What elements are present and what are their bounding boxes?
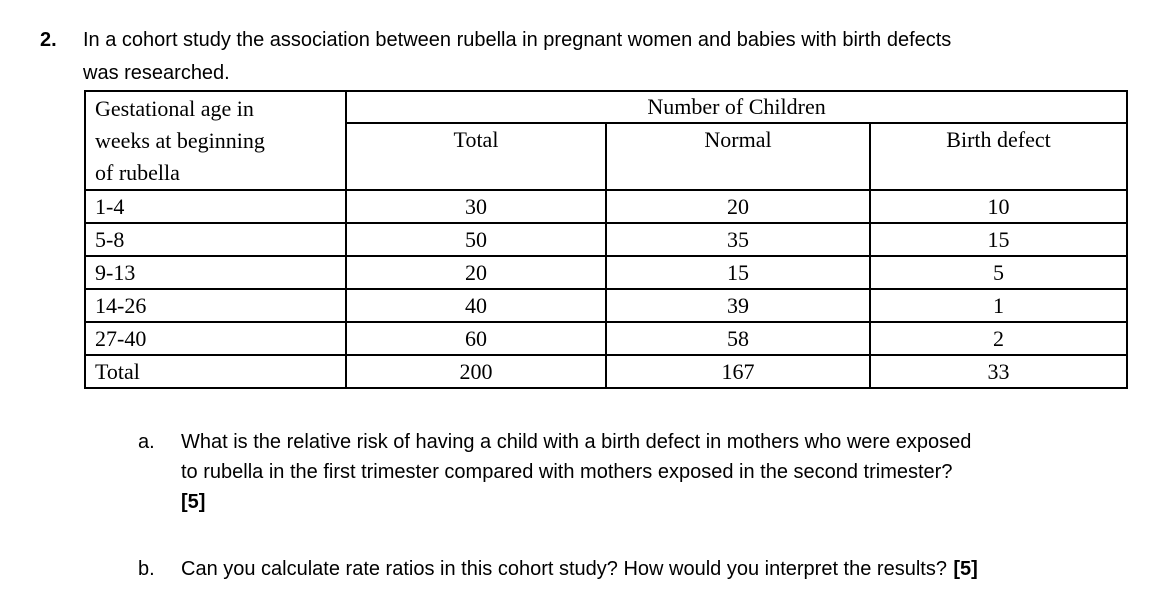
header-gestational-age-line-3: of rubella [95,160,180,185]
birth-defect-cell: 1 [868,288,1129,323]
cohort-study-table: Gestational age in weeks at beginning of… [84,89,1129,389]
sub-question-b-line-1: Can you calculate rate ratios in this co… [181,554,978,584]
table-row-total: Total 200 167 33 [84,354,1129,389]
sub-question-b-text: Can you calculate rate ratios in this co… [181,554,978,584]
age-cell: 1-4 [84,189,347,224]
sub-question-b-marks: [5] [953,558,978,580]
birth-defect-cell: 10 [868,189,1129,224]
sub-question-b-question: Can you calculate rate ratios in this co… [181,558,947,580]
total-cell: 40 [345,288,607,323]
normal-cell: 58 [605,321,871,356]
total-cell: 60 [345,321,607,356]
normal-cell: 167 [605,354,871,389]
sub-question-a-text: What is the relative risk of having a ch… [181,427,971,517]
header-normal: Normal [605,122,871,191]
sub-question-a: a. What is the relative risk of having a… [138,427,1164,517]
normal-cell: 39 [605,288,871,323]
sub-question-b-marker: b. [138,558,155,580]
table-row: 5-8 50 35 15 [84,222,1129,257]
birth-defect-cell: 15 [868,222,1129,257]
header-number-of-children: Number of Children [344,89,1129,125]
table-header-row-columns: Total Normal Birth defect [85,122,1129,191]
total-cell: 50 [345,222,607,257]
sub-question-a-line-2: to rubella in the first trimester compar… [181,461,953,483]
header-gestational-age-line-2: weeks at beginning [95,128,265,153]
total-cell: 30 [345,189,607,224]
age-cell: 14-26 [84,288,347,323]
question-text-line-1: In a cohort study the association betwee… [83,29,952,51]
normal-cell: 15 [605,255,871,290]
age-cell: 27-40 [84,321,347,356]
birth-defect-cell: 33 [868,354,1129,389]
sub-question-a-marks: [5] [181,491,206,513]
header-gestational-age: Gestational age in weeks at beginning of… [84,90,347,191]
birth-defect-cell: 5 [868,255,1129,290]
question-intro: 2. In a cohort study the association bet… [40,24,1164,90]
total-cell: 20 [345,255,607,290]
normal-cell: 35 [605,222,871,257]
sub-question-a-marker: a. [138,431,155,453]
table-row: 9-13 20 15 5 [84,255,1129,290]
age-cell: 5-8 [84,222,347,257]
total-cell: 200 [345,354,607,389]
header-total: Total [345,122,607,191]
header-birth-defect: Birth defect [868,122,1129,191]
table-header-row-group: Gestational age in weeks at beginning of… [84,89,1129,191]
normal-cell: 20 [605,189,871,224]
sub-question-a-line-1: What is the relative risk of having a ch… [181,431,972,453]
table-row: 14-26 40 39 1 [84,288,1129,323]
age-cell: Total [84,354,347,389]
birth-defect-cell: 2 [868,321,1129,356]
table-row: 27-40 60 58 2 [84,321,1129,356]
sub-question-b: b. Can you calculate rate ratios in this… [138,554,1164,584]
age-cell: 9-13 [84,255,347,290]
question-number: 2. [40,29,57,51]
question-text-line-2: was researched. [83,62,230,84]
header-gestational-age-line-1: Gestational age in [95,96,254,121]
table-row: 1-4 30 20 10 [84,189,1129,224]
question-text: In a cohort study the association betwee… [83,24,951,90]
